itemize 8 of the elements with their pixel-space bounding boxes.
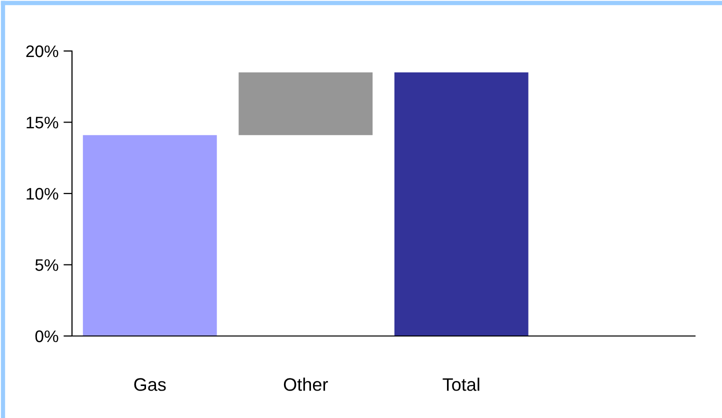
y-tick-label: 5% [35,259,58,271]
x-tick-label: Other [284,378,328,391]
y-tick-label: 0% [35,330,58,342]
x-tick-label: Gas [134,378,166,391]
y-tick-label: 10% [26,188,58,200]
y-tick-label: 20% [26,45,58,58]
x-tick-label: Total [442,378,480,391]
y-tick-label: 15% [26,116,58,128]
